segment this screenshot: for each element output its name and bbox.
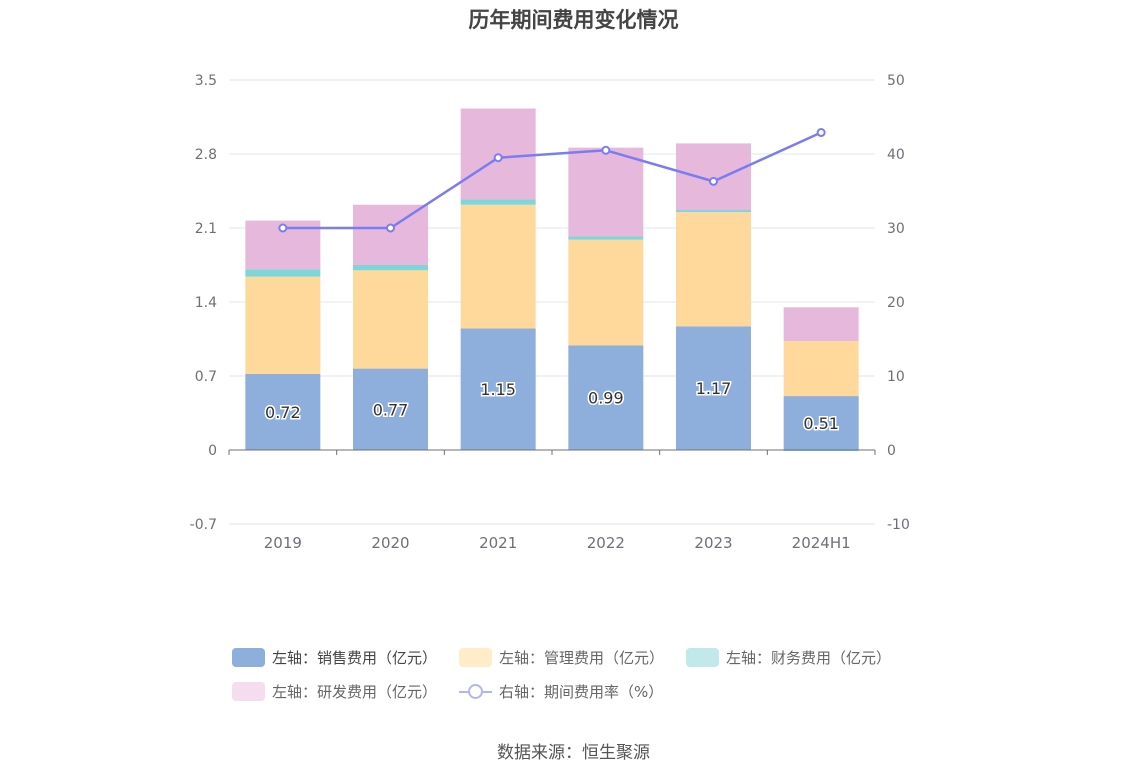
left-axis-tick-label: 2.8 xyxy=(195,147,217,163)
left-axis-tick-label: -0.7 xyxy=(190,517,217,533)
bar-segment xyxy=(783,396,859,450)
bar-segment xyxy=(568,239,644,346)
bar-segment xyxy=(568,236,644,240)
bar-segment xyxy=(568,345,644,450)
left-axis-tick-label: 2.1 xyxy=(195,221,217,237)
legend-label-finance: 左轴：财务费用（亿元） xyxy=(726,648,892,667)
legend-item-rnd[interactable]: 左轴：研发费用（亿元） xyxy=(232,681,437,702)
rate-point xyxy=(816,128,826,138)
right-axis-tick-label: 20 xyxy=(887,295,905,311)
bar-segment xyxy=(460,204,536,329)
chart-title: 历年期间费用变化情况 xyxy=(468,8,679,32)
legend-item-sales[interactable]: 左轴：销售费用（亿元） xyxy=(232,647,437,668)
bar-data-label: 1.17 xyxy=(696,379,732,398)
left-axis-tick-label: 1.4 xyxy=(195,295,217,311)
left-axis-tick-label: 3.5 xyxy=(195,73,217,89)
legend-swatch-rnd xyxy=(232,681,265,701)
right-axis-tick-label: -10 xyxy=(887,517,910,533)
legend-label-sales: 左轴：销售费用（亿元） xyxy=(272,648,438,667)
bar-segment xyxy=(353,204,428,265)
legend-item-admin[interactable]: 左轴：管理费用（亿元） xyxy=(459,647,664,668)
bar-data-label: 0.51 xyxy=(803,414,839,433)
rate-point xyxy=(493,153,503,163)
rate-point xyxy=(278,223,288,233)
chart-legend: 左轴：销售费用（亿元） 左轴：管理费用（亿元） 左轴：财务费用（亿元） 左轴：研… xyxy=(232,640,932,708)
legend-line-icon xyxy=(459,682,493,701)
category-label: 2023 xyxy=(694,534,732,552)
bar-data-label: 0.72 xyxy=(265,403,301,422)
bar-segment xyxy=(568,147,644,237)
bar-segment xyxy=(676,143,751,211)
bar-segment xyxy=(353,368,428,450)
bar-data-label: 1.15 xyxy=(480,380,516,399)
bar-segment xyxy=(245,276,321,374)
right-axis-tick-label: 40 xyxy=(887,147,905,163)
right-axis-tick-label: 30 xyxy=(887,221,905,237)
rate-line xyxy=(282,131,822,230)
bar-segment xyxy=(676,326,751,450)
bar-segment xyxy=(353,265,428,271)
rate-point xyxy=(601,145,611,155)
legend-label-rnd: 左轴：研发费用（亿元） xyxy=(272,682,438,701)
bar-data-label: 0.99 xyxy=(588,389,624,408)
left-axis-tick-label: 0.7 xyxy=(195,369,217,385)
bar-segment xyxy=(245,373,321,450)
category-label: 2024H1 xyxy=(792,534,851,552)
rate-point xyxy=(709,176,718,186)
legend-swatch-admin xyxy=(459,647,493,667)
category-label: 2020 xyxy=(371,534,409,552)
bar-segment xyxy=(460,328,536,450)
chart-plot: -0.7 -10 0 0 0.7 10 1.4 20 2.1 30 2.8 40 3.5 50 0.72 0.… xyxy=(190,73,910,552)
category-label: 2021 xyxy=(479,534,517,552)
rate-point xyxy=(386,223,395,233)
right-axis-tick-label: 0 xyxy=(887,443,896,459)
bar-segment xyxy=(676,210,751,213)
bar-segment xyxy=(245,269,321,277)
bar-segment xyxy=(676,212,751,327)
bar-segment xyxy=(460,199,536,205)
bar-segment xyxy=(783,341,859,397)
right-axis-tick-label: 50 xyxy=(887,73,905,89)
legend-swatch-finance xyxy=(686,647,720,667)
category-label: 2019 xyxy=(264,534,302,552)
left-axis-tick-label: 0 xyxy=(208,443,217,459)
bar-segment xyxy=(783,307,859,342)
legend-label-admin: 左轴：管理费用（亿元） xyxy=(499,648,665,667)
right-axis-tick-label: 10 xyxy=(887,369,905,385)
bar-data-label: 0.77 xyxy=(373,400,409,419)
bar-segment xyxy=(783,450,859,452)
data-source: 数据来源：恒生聚源 xyxy=(497,743,650,763)
legend-item-finance[interactable]: 左轴：财务费用（亿元） xyxy=(686,647,891,668)
legend-swatch-sales xyxy=(232,647,265,667)
legend-label-rate: 右轴：期间费用率（%） xyxy=(499,682,664,701)
category-label: 2022 xyxy=(587,534,625,552)
bar-segment xyxy=(353,270,428,369)
legend-item-rate[interactable]: 右轴：期间费用率（%） xyxy=(459,681,663,702)
